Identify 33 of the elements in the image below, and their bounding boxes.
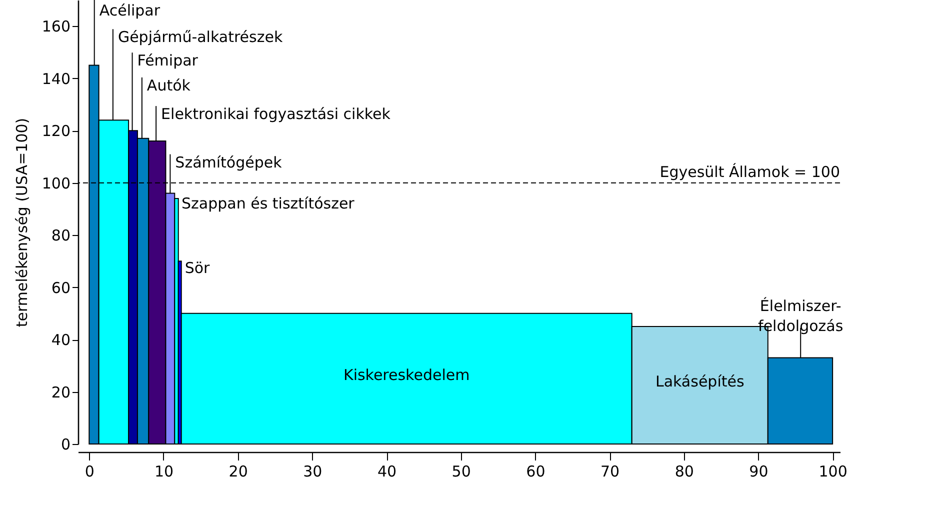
x-tick-label: 20 — [228, 462, 248, 480]
x-tick-label: 90 — [749, 462, 768, 480]
x-tick-label: 0 — [84, 462, 94, 480]
y-tick-label: 140 — [42, 70, 70, 88]
annotation: Gépjármű-alkatrészek — [118, 28, 283, 46]
y-tick-label: 120 — [42, 122, 70, 140]
y-tick-label: 20 — [51, 383, 70, 402]
y-tick-label: 160 — [42, 18, 70, 36]
y-tick-label: 60 — [51, 278, 70, 297]
y-axis-title: termelékenység (USA=100) — [12, 118, 31, 328]
annotation: Acélipar — [99, 1, 161, 20]
annotation: Elektronikai fogyasztási cikkek — [161, 105, 391, 124]
x-tick-label: 40 — [377, 462, 397, 480]
x-tick-label: 70 — [600, 462, 620, 480]
annotation: Autók — [146, 76, 191, 94]
x-tick-label: 100 — [818, 462, 848, 480]
x-tick-label: 30 — [303, 462, 322, 480]
ref-line-label: Egyesült Államok = 100 — [660, 162, 840, 181]
y-tick-label: 100 — [42, 174, 70, 192]
annotation: Számítógépek — [175, 153, 282, 172]
y-tick-label: 80 — [51, 226, 70, 245]
x-tick-label: 80 — [674, 462, 694, 480]
annotation: Kiskereskedelem — [343, 366, 470, 384]
annotation: Fémipar — [137, 52, 199, 70]
y-tick-label: 40 — [51, 331, 70, 350]
annotation: Sör — [184, 259, 211, 278]
annotation: Lakásépítés — [655, 372, 744, 391]
annotation: Élelmiszer- feldolgozás — [758, 296, 844, 335]
annotation: Szappan és tisztítószer — [182, 194, 356, 212]
x-tick-label: 50 — [452, 462, 471, 480]
x-tick-label: 60 — [526, 462, 546, 480]
y-tick-label: 0 — [60, 436, 70, 454]
x-tick-label: 10 — [154, 462, 174, 480]
